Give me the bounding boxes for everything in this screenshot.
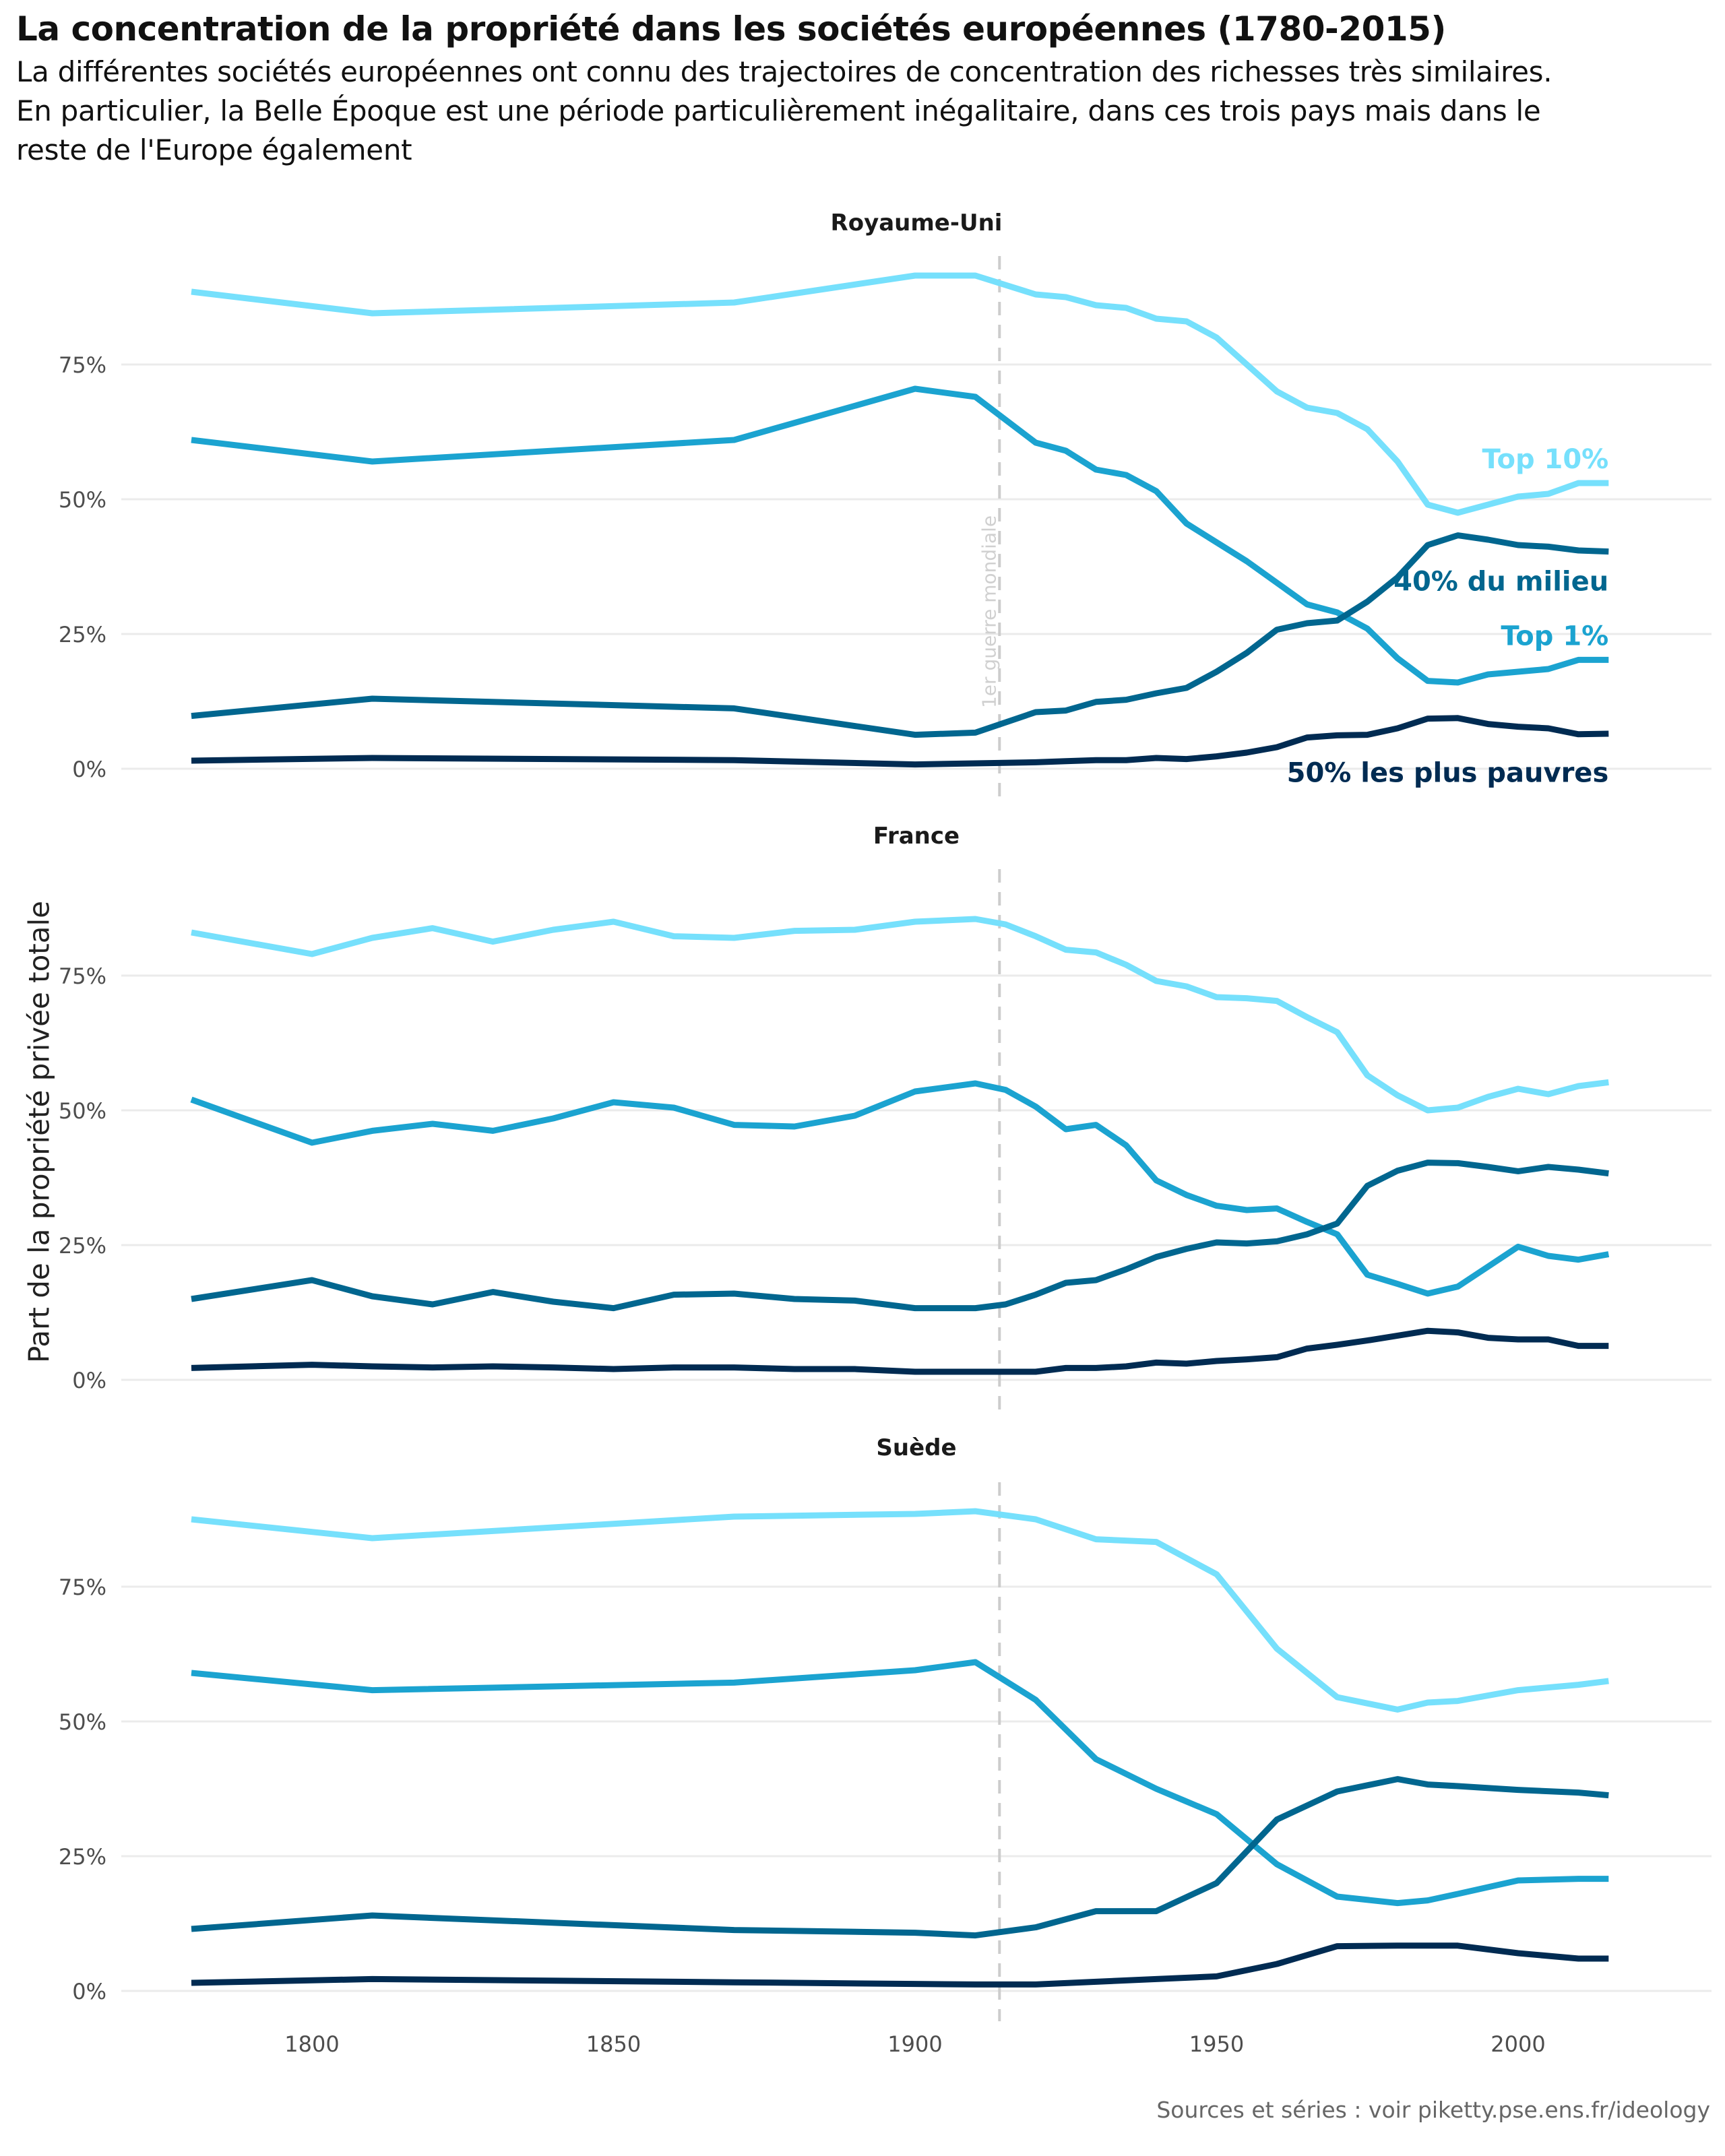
series-line-top10-0 — [191, 272, 1609, 516]
series-line-mid40-2 — [191, 1776, 1609, 1939]
chart-subtitle-line-3: reste de l'Europe également — [16, 133, 412, 166]
facet-title-suède: Suède — [876, 1434, 956, 1461]
y-tick-label: 75% — [59, 1575, 106, 1600]
x-tick-label: 2000 — [1491, 2031, 1545, 2057]
chart-subtitle-line-2: En particulier, la Belle Époque est une … — [16, 94, 1541, 127]
y-tick-label: 25% — [59, 1233, 106, 1259]
series-line-bot50-0 — [191, 715, 1609, 768]
y-axis-label: Part de la propriété privée totale — [22, 900, 56, 1364]
series-line-bot50-1 — [191, 1327, 1609, 1375]
source-caption: Sources et séries : voir piketty.pse.ens… — [1156, 2097, 1710, 2123]
series-line-mid40-0 — [191, 532, 1609, 738]
y-tick-label: 0% — [72, 757, 106, 782]
y-tick-label: 0% — [72, 1368, 106, 1393]
y-tick-label: 50% — [59, 487, 106, 513]
x-tick-label: 1800 — [284, 2031, 339, 2057]
chart-subtitle-line-1: La différentes sociétés européennes ont … — [16, 55, 1552, 88]
y-tick-label: 25% — [59, 622, 106, 647]
y-tick-label: 0% — [72, 1979, 106, 2004]
x-tick-label: 1950 — [1189, 2031, 1244, 2057]
y-tick-label: 50% — [59, 1709, 106, 1735]
series-line-top10-2 — [191, 1508, 1609, 1713]
x-tick-label: 1850 — [586, 2031, 641, 2057]
x-tick-label: 1900 — [887, 2031, 942, 2057]
wwi-annotation-label: 1er guerre mondiale — [978, 515, 1000, 708]
series-label-top1: Top 1% — [1501, 621, 1608, 652]
series-line-top10-1 — [191, 916, 1609, 1114]
series-line-top1-2 — [191, 1659, 1609, 1907]
facet-title-france: France — [873, 823, 960, 850]
series-line-top1-1 — [190, 1080, 1610, 1297]
y-tick-label: 25% — [59, 1844, 106, 1870]
series-line-mid40-1 — [191, 1160, 1609, 1312]
series-line-bot50-2 — [191, 1942, 1609, 1988]
series-label-bot50: 50% les plus pauvres — [1287, 758, 1609, 789]
series-line-top1-0 — [191, 385, 1609, 686]
series-label-top10: Top 10% — [1482, 444, 1608, 475]
y-tick-label: 75% — [59, 963, 106, 989]
y-tick-label: 75% — [59, 352, 106, 378]
chart-title: La concentration de la propriété dans le… — [16, 9, 1446, 49]
facet-title-royaume-uni: Royaume-Uni — [831, 210, 1003, 236]
series-label-mid40: 40% du milieu — [1393, 567, 1608, 598]
y-tick-label: 50% — [59, 1098, 106, 1124]
